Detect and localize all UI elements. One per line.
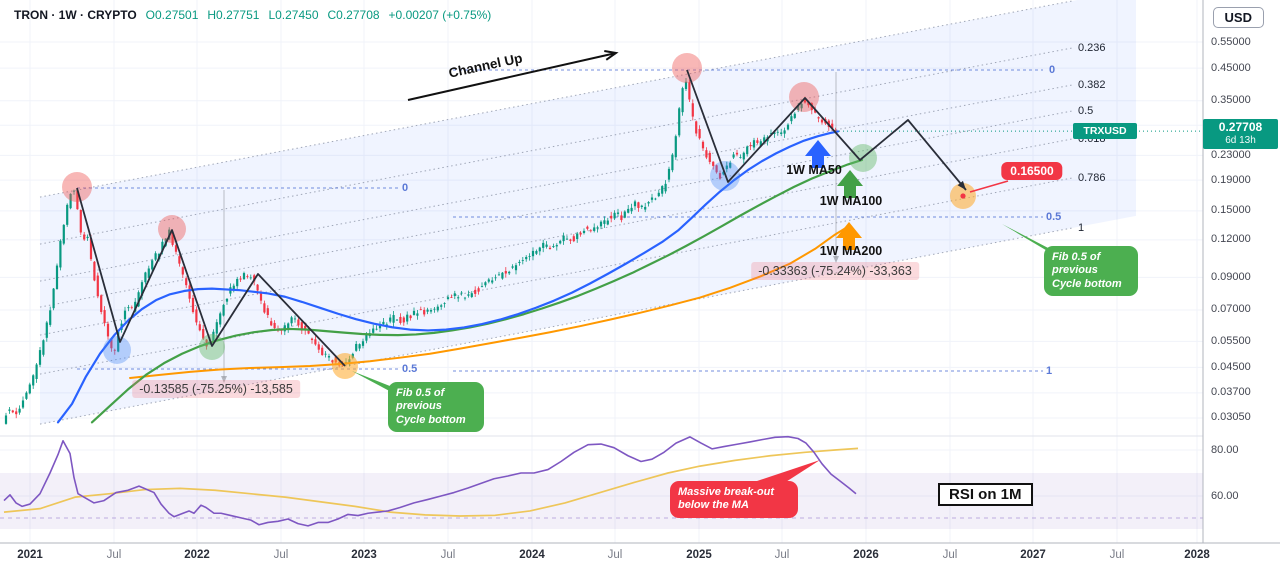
currency-toggle-button[interactable]: USD	[1212, 7, 1264, 28]
time-axis-label: Jul	[607, 549, 623, 561]
symbol-title[interactable]: TRON · 1W · CRYPTO	[14, 8, 137, 22]
ma-pointer-arrow-icon[interactable]	[805, 140, 831, 168]
channel-up-arrowhead-icon	[604, 50, 619, 61]
red-highlight-circle	[158, 215, 186, 243]
time-axis-label: Jul	[774, 549, 790, 561]
target-leader-line	[969, 180, 1009, 193]
fib-channel-level-label: 0.786	[1078, 171, 1106, 184]
ma200-label[interactable]: 1W MA200	[819, 244, 883, 258]
ma200-line	[129, 225, 849, 379]
time-axis-label: 2025	[686, 549, 712, 561]
time-axis-label: 2021	[17, 549, 43, 561]
rsi-ma-line	[3, 447, 859, 517]
red-highlight-circle	[672, 53, 702, 83]
target-dot	[960, 193, 966, 199]
fib-channel-level-label: 0.382	[1078, 78, 1106, 91]
symbol-header: TRON · 1W · CRYPTO O0.27501 H0.27751 L0.274…	[14, 8, 491, 22]
fib-channel-level-label: 0.5	[1078, 104, 1094, 117]
rsi-line	[3, 435, 857, 527]
ma100-label[interactable]: 1W MA100	[819, 194, 883, 208]
ohlc-change: +0.00207 (+0.75%)	[388, 8, 492, 22]
rsi-axis-label: 80.00	[1211, 443, 1239, 456]
price-axis-label: 0.05500	[1211, 334, 1251, 347]
projection-arrowhead-icon	[957, 180, 966, 190]
channel-up-arrow	[407, 52, 617, 101]
time-axis-label: 2026	[853, 549, 879, 561]
price-axis-label: 0.07000	[1211, 303, 1251, 316]
red-highlight-circle	[62, 172, 92, 202]
price-range-label-2021-2022[interactable]: -0.13585 (-75.25%) -13,585	[132, 380, 300, 398]
time-axis-label: Jul	[942, 549, 958, 561]
time-axis-label: 2024	[519, 549, 545, 561]
last-price-tag: 0.27708 6d 13h	[1203, 119, 1278, 150]
fib-retracement-level-label: 1	[1046, 364, 1053, 377]
ma-pointer-arrow-icon[interactable]	[836, 222, 862, 250]
ma50-label[interactable]: 1W MA50	[786, 163, 842, 177]
time-axis-label: Jul	[1109, 549, 1125, 561]
time-axis-label: Jul	[106, 549, 122, 561]
ohlc-low: L0.27450	[268, 8, 319, 22]
ma-pointer-arrow-icon[interactable]	[837, 170, 863, 198]
fib-callout-right[interactable]: Fib 0.5 of previous Cycle bottom	[1044, 246, 1138, 297]
ohlc-open: O0.27501	[145, 8, 199, 22]
fib-retracement-level-label: 0	[1049, 63, 1056, 76]
time-axis-label: Jul	[273, 549, 289, 561]
time-axis-label: 2022	[184, 549, 210, 561]
ohlc-high: H0.27751	[207, 8, 260, 22]
range-tool-arrow-icon	[833, 256, 839, 263]
projection-zigzag-line[interactable]	[686, 69, 967, 191]
price-axis-label: 0.15000	[1211, 204, 1251, 217]
trend-zigzag-line[interactable]	[76, 187, 346, 367]
price-axis-label: 0.45000	[1211, 61, 1251, 74]
price-axis-label: 0.23000	[1211, 148, 1251, 161]
rsi-breakout-callout[interactable]: Massive break-out below the MA	[670, 481, 798, 518]
ma50-line	[56, 130, 840, 424]
price-range-label-2024-2025[interactable]: -0.33363 (-75.24%) -33,363	[751, 262, 919, 280]
fib-channel-fill	[40, 0, 1136, 425]
fib-retracement-level-label: 0.5	[402, 362, 418, 375]
green-highlight-circle	[199, 334, 225, 360]
fib-retracement-level-label: 0	[402, 181, 409, 194]
price-axis-label: 0.03050	[1211, 411, 1251, 424]
price-axis-label: 0.12000	[1211, 233, 1251, 246]
last-price-value: 0.27708	[1218, 120, 1263, 135]
time-axis-label: Jul	[440, 549, 456, 561]
price-axis-label: 0.04500	[1211, 360, 1251, 373]
fib-callout-left[interactable]: Fib 0.5 of previous Cycle bottom	[388, 382, 484, 433]
price-axis-label: 0.55000	[1211, 35, 1251, 48]
symbol-price-line-chip: TRXUSD	[1073, 123, 1137, 140]
price-axis-label: 0.19000	[1211, 173, 1251, 186]
rsi-axis-label: 60.00	[1211, 489, 1239, 502]
ohlc-close: C0.27708	[327, 8, 380, 22]
time-axis-label: 2027	[1020, 549, 1046, 561]
time-axis-label: 2023	[351, 549, 377, 561]
target-price-label[interactable]: 0.16500	[1001, 162, 1063, 180]
bar-countdown: 6d 13h	[1225, 135, 1256, 147]
fib-channel-level-label: 0.236	[1078, 41, 1106, 54]
blue-highlight-circle	[103, 336, 131, 364]
fib-retracement-level-label: 0.5	[1046, 210, 1062, 223]
price-axis-label: 0.35000	[1211, 94, 1251, 107]
time-axis-label: 2028	[1184, 549, 1210, 561]
range-tool-arrow-icon	[221, 376, 227, 383]
rsi-indicator-label: RSI on 1M	[938, 483, 1033, 506]
fib-channel-level-label: 1	[1078, 221, 1085, 234]
price-axis-label: 0.09000	[1211, 270, 1251, 283]
price-axis-label: 0.03700	[1211, 386, 1251, 399]
